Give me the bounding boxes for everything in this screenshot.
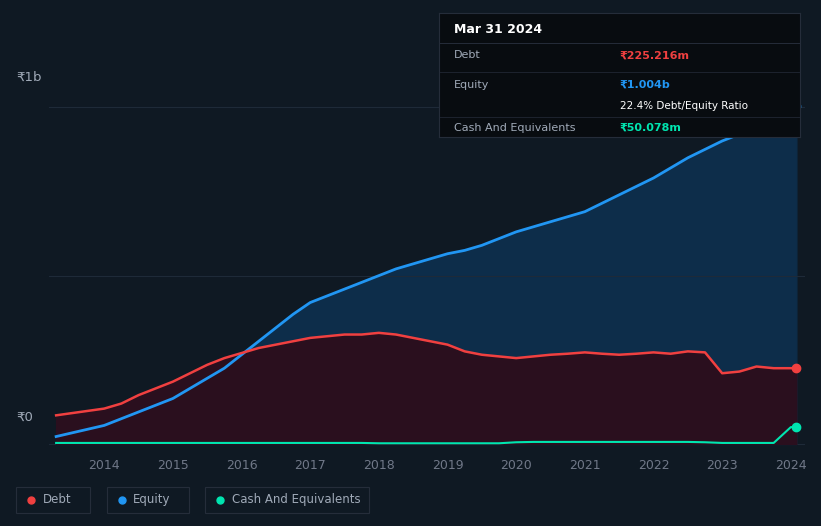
Text: Equity: Equity (454, 80, 489, 90)
Text: 22.4% Debt/Equity Ratio: 22.4% Debt/Equity Ratio (620, 101, 748, 111)
FancyBboxPatch shape (107, 487, 189, 513)
Text: ₹225.216m: ₹225.216m (620, 50, 690, 60)
Text: Equity: Equity (133, 493, 171, 506)
Text: Cash And Equivalents: Cash And Equivalents (454, 123, 576, 133)
Text: ₹1.004b: ₹1.004b (620, 80, 671, 90)
FancyBboxPatch shape (205, 487, 369, 513)
Text: ₹0: ₹0 (16, 410, 34, 423)
Text: Mar 31 2024: Mar 31 2024 (454, 23, 542, 36)
Text: Cash And Equivalents: Cash And Equivalents (232, 493, 360, 506)
Text: Debt: Debt (43, 493, 71, 506)
Text: Debt: Debt (454, 50, 480, 60)
Text: ₹50.078m: ₹50.078m (620, 123, 681, 133)
Text: ₹1b: ₹1b (16, 71, 42, 84)
FancyBboxPatch shape (16, 487, 90, 513)
